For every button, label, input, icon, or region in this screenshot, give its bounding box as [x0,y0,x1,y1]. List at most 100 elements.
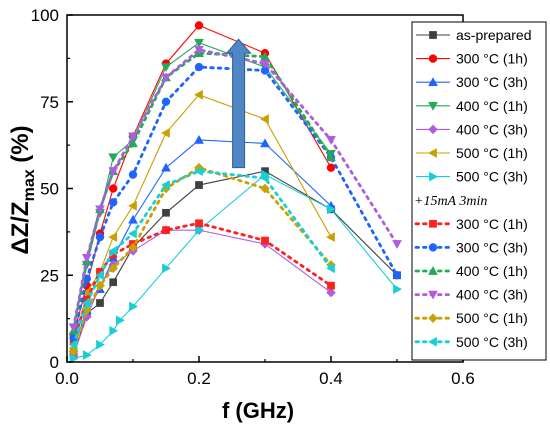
x-tick-label: 0.6 [451,369,475,388]
legend-label: 300 °C (3h) [456,74,528,90]
data-point [128,170,138,179]
data-point [194,38,204,48]
axes: 0.0 0.2 0.4 0.6 0 25 50 75 100 [31,6,475,388]
legend-label: 500 °C (3h) [456,334,528,350]
data-point [108,232,118,243]
data-point [108,153,119,163]
data-point [129,301,139,312]
legend-item: 400 °C (1h) [414,263,528,279]
y-axis-title-unit: (%) [7,125,34,169]
legend-label: as-prepared [456,27,532,43]
legend-box [411,21,547,361]
data-point [161,162,171,172]
data-point [81,254,92,263]
data-point [68,339,78,350]
data-point [108,198,118,207]
legend-item: 400 °C (1h) [416,98,528,114]
legend-item: 300 °C (3h) [414,239,528,255]
data-point [194,45,204,55]
x-tick-label: 0.2 [187,369,211,388]
data-point [392,240,402,250]
legend-marker [428,313,438,324]
legend-item: 300 °C (3h) [416,74,528,90]
legend-label: 500 °C (3h) [456,169,528,185]
y-tick-label: 25 [40,266,59,285]
data-point [127,228,137,239]
data-point [194,21,204,30]
series-11 [68,45,402,333]
legend-marker [429,171,439,182]
data-point [108,246,118,256]
data-point [393,284,403,295]
legend-item: as-prepared [416,27,532,43]
data-point [160,180,170,190]
data-point [326,152,336,162]
y-tick-label: 75 [40,93,59,112]
increase-arrow-icon [225,38,252,169]
data-point [96,339,106,350]
data-point [161,97,171,106]
data-point [326,287,336,298]
data-point [161,73,171,83]
data-point [128,214,138,224]
series-1 [69,167,401,359]
series-line [72,48,399,329]
data-point [69,353,79,364]
data-point [260,59,270,69]
data-point [68,346,79,357]
legend-label: 300 °C (1h) [456,51,528,67]
data-point [95,205,105,215]
data-point [327,204,337,215]
legend-label: 400 °C (3h) [456,121,528,137]
data-point [162,263,172,274]
data-point [82,350,92,360]
legend-label: 300 °C (1h) [456,216,528,232]
legend-item: 400 °C (3h) [416,121,528,137]
legend-label: 300 °C (3h) [456,239,528,255]
legend-marker [427,148,437,158]
y-axis-title-subscript: max [21,169,38,201]
data-point [162,226,170,234]
series-9 [69,62,402,342]
legend-marker [428,77,438,87]
y-tick-label: 50 [40,180,59,199]
data-point [259,114,269,125]
data-point [128,132,138,142]
legend-marker [428,124,438,135]
legend-item: 500 °C (1h) [416,145,528,161]
data-point [326,136,336,145]
legend-header: +15mA 3min [414,194,487,209]
data-point [161,63,171,73]
data-point [96,299,104,307]
data-point [127,200,137,211]
y-axis-title-main: ΔZ/Z [7,201,34,254]
data-point [81,298,91,308]
series-5 [68,225,336,360]
y-tick-label: 100 [31,6,59,25]
x-tick-label: 0.4 [319,369,343,388]
data-point [160,128,170,138]
series-13 [68,166,335,350]
legend-item: 300 °C (1h) [416,51,528,67]
data-point [108,167,119,177]
legend-marker [428,54,438,63]
data-point [115,315,125,326]
data-point [193,89,203,100]
series-7 [69,169,403,364]
data-point [109,325,119,336]
data-point [325,263,335,274]
plot-area [68,21,403,364]
data-point [194,134,204,144]
legend: as-prepared 300 °C (1h) 300 °C (3h) 400 °C … [411,21,547,361]
y-tick-label: 0 [50,353,59,372]
legend-marker [428,290,438,300]
legend-item: 500 °C (3h) [416,169,528,185]
data-point [95,232,105,242]
series-line [73,170,398,356]
legend-item: 400 °C (3h) [414,287,528,303]
legend-item: 500 °C (3h) [414,334,528,350]
data-point [260,138,270,148]
data-point [325,232,335,243]
series-line [73,24,332,335]
